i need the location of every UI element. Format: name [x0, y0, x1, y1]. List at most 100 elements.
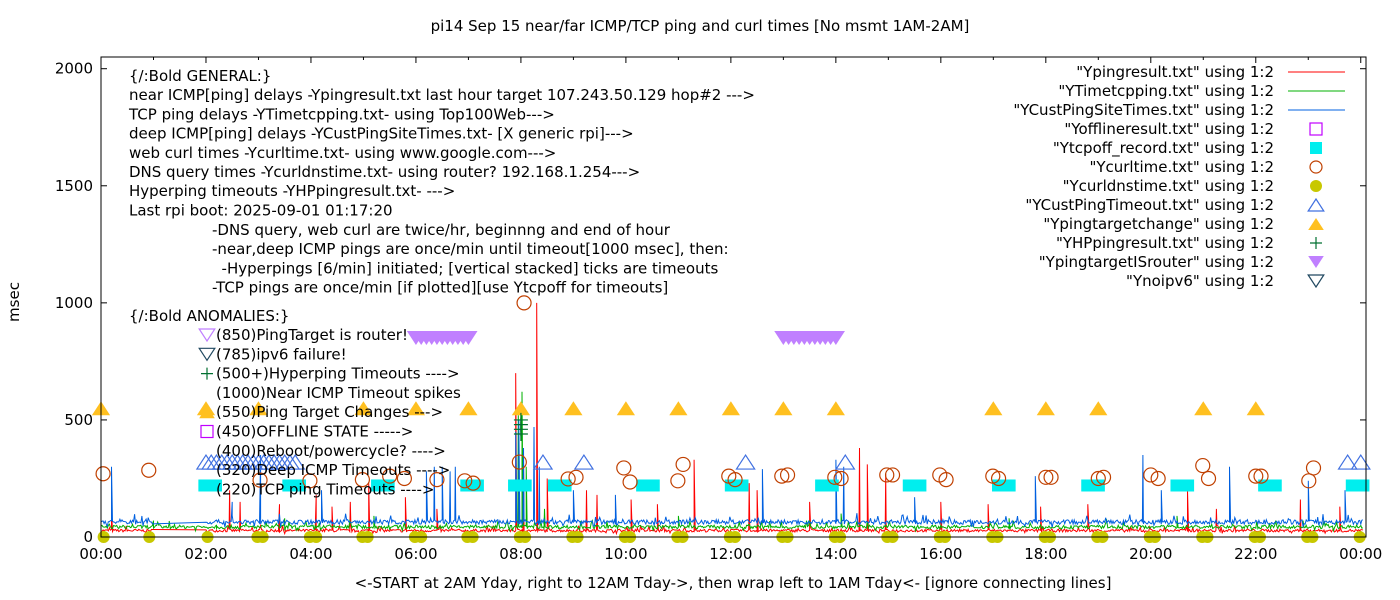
legend-marker-icon [1308, 218, 1324, 230]
x-tick-label: 04:00 [289, 545, 332, 563]
data-point-5 [721, 401, 740, 416]
data-point-2 [616, 460, 632, 476]
legend-marker-icon [1308, 256, 1324, 268]
x-tick-label: 18:00 [1024, 545, 1067, 563]
data-point-5 [826, 401, 845, 416]
data-point-2 [932, 467, 948, 483]
annotation-anomaly: (1000)Near ICMP Timeout spikes [216, 384, 461, 402]
annotation-anomaly: (450)OFFLINE STATE -----> [216, 423, 413, 441]
legend-entry-label: "Ytcpoff_record.txt" using 1:2 [1053, 139, 1274, 158]
data-point-5 [774, 401, 793, 416]
legend-entry-label: "YpingtargetISrouter" using 1:2 [1039, 253, 1274, 271]
data-point-5 [1089, 401, 1108, 416]
annotation-general: {/:Bold GENERAL:} [129, 67, 271, 85]
tcpoff-point [1081, 479, 1105, 492]
data-point-2 [1043, 469, 1059, 485]
data-point-2 [1090, 470, 1106, 487]
x-tick-label: 14:00 [814, 545, 857, 563]
tcpoff-point [547, 479, 572, 492]
annotation-general: near ICMP[ping] delays -Ypingresult.txt … [129, 86, 755, 104]
tcpoff-point [992, 479, 1016, 492]
tcpoff-point [815, 479, 839, 492]
legend-marker-icon [1310, 142, 1322, 154]
data-point-2 [95, 466, 111, 482]
annotations: {/:Bold GENERAL:}near ICMP[ping] delays … [128, 67, 755, 498]
annotation-general: Last rpi boot: 2025-09-01 01:17:20 [129, 201, 393, 219]
legend-entry-label: "Ynoipv6" using 1:2 [1126, 272, 1274, 290]
x-tick-label: 06:00 [394, 545, 437, 563]
data-point-5 [249, 401, 268, 416]
annotation-anomaly: (400)Reboot/powercycle? ----> [216, 442, 446, 460]
annotation-general: TCP ping delays -YTimetcpping.txt- using… [128, 105, 555, 123]
data-point-5 [564, 401, 583, 416]
data-point-5 [354, 401, 373, 416]
annotation-general: deep ICMP[ping] delays -YCustPingSiteTim… [129, 125, 634, 143]
x-tick-label: 12:00 [709, 545, 752, 563]
legend-entry-label: "Ypingresult.txt" using 1:2 [1076, 63, 1274, 81]
data-point-2 [141, 462, 157, 478]
data-point-5 [984, 401, 1003, 416]
data-point-5 [669, 401, 688, 416]
annotation-note: -DNS query, web curl are twice/hr, begin… [212, 221, 671, 239]
data-point-2 [302, 473, 318, 489]
data-point-2 [779, 467, 796, 483]
annotation-anomaly: (550)Ping Target Changes ---> [216, 403, 443, 421]
tcpoff-point [902, 479, 927, 492]
data-point-2 [568, 469, 584, 485]
data-point-2 [429, 472, 445, 488]
legend-marker-icon [1307, 197, 1325, 212]
series-layer [100, 302, 1364, 536]
annotation-anomaly: (220)TCP ping Timeouts ----> [216, 480, 434, 498]
series-line-0 [100, 302, 1364, 536]
annotation-general: DNS query times -Ycurldnstime.txt- using… [129, 163, 640, 181]
legend-entry-label: "Ycurldnstime.txt" using 1:2 [1063, 177, 1274, 195]
legend-marker-icon [1307, 274, 1325, 289]
x-tick-label: 22:00 [1234, 545, 1277, 563]
y-axis-label: msec [5, 282, 23, 322]
data-point-2 [560, 471, 576, 487]
annotation-anomaly: (785)ipv6 failure! [216, 345, 347, 363]
data-point-2 [1150, 470, 1166, 487]
data-point-2 [774, 468, 790, 484]
x-axis-label: <-START at 2AM Yday, right to 12AM Tday-… [355, 574, 1112, 592]
legend-entry-label: "Ypingtargetchange" using 1:2 [1043, 215, 1274, 233]
annotation-note: -TCP pings are once/min [if plotted][use… [212, 279, 668, 297]
data-point-2 [1143, 467, 1159, 483]
y-tick-label: 1500 [55, 177, 93, 195]
legend-entry-label: "Yofflineresult.txt" using 1:2 [1064, 120, 1274, 138]
x-tick-label: 20:00 [1129, 545, 1172, 563]
annotation-general: Hyperping timeouts -YHPpingresult.txt- -… [129, 182, 455, 200]
data-point-5 [511, 401, 531, 416]
data-point-2 [938, 472, 954, 488]
legend-entry-label: "YCustPingTimeout.txt" using 1:2 [1025, 196, 1274, 214]
legend-entry-label: "YCustPingSiteTimes.txt" using 1:2 [1013, 101, 1274, 119]
annotation-anomaly: (500+)Hyperping Timeouts ----> [216, 365, 460, 383]
data-point-4 [532, 453, 554, 470]
data-point-2 [457, 473, 473, 489]
data-point-5 [616, 401, 635, 416]
legend-entry-label: "YTimetcpping.txt" using 1:2 [1058, 82, 1274, 100]
anomaly-marker-icon [200, 424, 214, 439]
annotation-note: -Hyperpings [6/min] initiated; [vertical… [212, 259, 718, 277]
series-line-2 [100, 419, 1364, 529]
data-point-4 [285, 453, 306, 470]
anomaly-marker-icon [199, 406, 215, 419]
data-point-2 [1253, 468, 1269, 484]
annotation-anomaly: (850)PingTarget is router! [216, 326, 408, 344]
data-point-2 [990, 470, 1007, 487]
data-point-6 [513, 426, 528, 441]
x-tick-label: 16:00 [919, 545, 962, 563]
x-tick-label: 00:00 [1339, 545, 1382, 563]
anomaly-marker-icon [198, 347, 216, 362]
legend-entry-label: "YHPpingresult.txt" using 1:2 [1056, 234, 1274, 252]
x-tick-label: 02:00 [184, 545, 227, 563]
data-point-5 [459, 401, 478, 416]
axes: 00:00 02:00 04:00 06:00 08:00 10:00 12:00 14:00… [55, 57, 1382, 563]
tcpoff-point [636, 479, 660, 492]
data-point-4 [1337, 453, 1358, 470]
legend: "Ypingresult.txt" using 1:2"YTimetcpping… [1013, 63, 1345, 290]
data-point-4 [735, 453, 756, 470]
data-point-2 [1200, 470, 1217, 487]
data-point-2 [622, 474, 638, 490]
